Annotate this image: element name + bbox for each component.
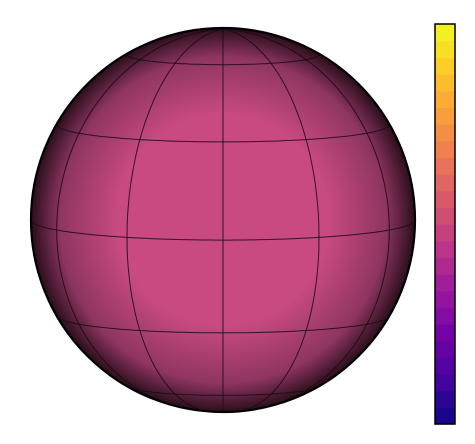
longitude-line [56, 28, 224, 410]
longitude-line [222, 28, 320, 412]
colorbar-segment [435, 40, 455, 58]
colorbar-segments [435, 24, 455, 425]
colorbar-segment [435, 390, 455, 408]
colorbar-segment [435, 174, 455, 192]
colorbar-segment [435, 107, 455, 125]
colorbar-segment [435, 157, 455, 175]
colorbar-segment [435, 90, 455, 108]
colorbar-segment [435, 207, 455, 225]
colorbar-segment [435, 124, 455, 142]
colorbar-segment [435, 407, 455, 425]
colorbar-segment [435, 307, 455, 325]
colorbar-segment [435, 240, 455, 258]
colorbar-segment [435, 324, 455, 342]
longitude-line [222, 28, 390, 410]
colorbar-segment [435, 74, 455, 92]
globe [29, 26, 417, 414]
colorbar-segment [435, 224, 455, 242]
colorbar-segment [435, 57, 455, 75]
colorbar-segment [435, 24, 455, 42]
colorbar-segment [435, 357, 455, 375]
colorbar-segment [435, 374, 455, 392]
colorbar-segment [435, 140, 455, 158]
colorbar-frame [434, 23, 456, 425]
colorbar-segment [435, 257, 455, 275]
longitude-line [126, 28, 224, 412]
colorbar-segment [435, 340, 455, 358]
colorbar [434, 23, 456, 425]
colorbar-segment [435, 190, 455, 208]
globe-outline [29, 26, 417, 414]
colorbar-segment [435, 290, 455, 308]
colorbar-segment [435, 274, 455, 292]
